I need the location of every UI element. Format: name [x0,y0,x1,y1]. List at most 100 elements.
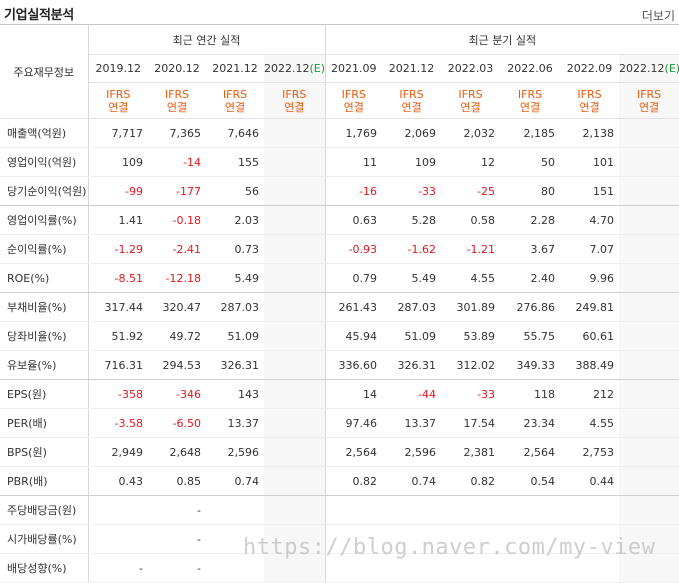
financial-table: 주요재무정보 최근 연간 실적 최근 분기 실적 2019.12 2020.12 2021… [0,24,679,583]
standard-consolidated: 연결 [519,100,541,114]
value-cell: 301.89 [441,292,501,322]
value-cell [264,466,326,496]
more-link[interactable]: 더보기 [641,9,675,23]
value-cell: 2.03 [206,205,264,235]
group-annual: 최근 연간 실적 [88,24,326,55]
value-cell: 55.75 [500,321,561,351]
value-cell [619,234,679,264]
period-header: 2021.09 [325,54,383,83]
value-cell: 56 [206,176,264,206]
value-cell: 0.74 [206,466,264,496]
table-row: ROE(%) -8.51 -12.18 5.49 0.79 5.49 4.55 2.40 9.9… [0,263,679,293]
value-cell: 1.41 [88,205,148,235]
value-cell: 5.28 [382,205,442,235]
period-header: 2022.03 [441,54,501,83]
value-cell: 0.79 [325,263,383,293]
standard-consolidated: 연결 [579,100,600,114]
value-cell: 261.43 [325,292,383,322]
value-cell [264,379,326,409]
value-cell: 276.86 [500,292,561,322]
value-cell: 143 [206,379,264,409]
value-cell: 11 [325,147,383,177]
standard-consolidated: 연결 [224,100,246,114]
value-cell: 12 [441,147,501,177]
standard-ifrs: IFRS [399,87,424,101]
value-cell: 60.61 [560,321,620,351]
value-cell: 2,381 [441,437,501,467]
value-cell: 312.02 [441,350,501,380]
value-cell [264,350,326,380]
table-row: 순이익률(%) -1.29 -2.41 0.73 -0.93 -1.62 -1.21 3.67… [0,234,679,264]
value-cell: -16 [325,176,383,206]
value-cell: 0.63 [325,205,383,235]
value-cell: 2,648 [148,437,206,467]
value-cell [264,524,326,554]
row-header-label: 주요재무정보 [0,24,89,119]
table-row: BPS(원) 2,949 2,648 2,596 2,564 2,596 2,381 2,56… [0,437,679,467]
standard-consolidated: 연결 [284,100,305,114]
value-cell: -2.41 [148,234,206,264]
value-cell: 5.49 [382,263,442,293]
standard-ifrs: IFRS [222,87,248,101]
value-cell: -44 [382,379,442,409]
table-row: 주당배당금(원) - [0,495,679,525]
value-cell [206,524,264,554]
value-cell: -358 [88,379,148,409]
value-cell: 2,564 [325,437,383,467]
value-cell: 0.73 [206,234,264,264]
period-header: 2022.12(E) [264,54,326,83]
value-cell [619,466,679,496]
row-label: 배당성향(%) [0,553,89,583]
value-cell [619,321,679,351]
table-row: 영업이익(억원) 109 -14 155 11 109 12 50 101 [0,147,679,177]
standard-consolidated: 연결 [166,100,188,114]
value-cell: 51.09 [206,321,264,351]
value-cell [619,408,679,438]
value-cell: 155 [206,147,264,177]
value-cell: 2,596 [206,437,264,467]
value-cell [500,553,561,583]
value-cell: 45.94 [325,321,383,351]
value-cell [264,263,326,293]
value-cell: 7,365 [148,118,206,148]
period-header: 2020.12 [148,54,206,83]
standard-ifrs: IFRS [164,87,190,101]
standard-header: IFRS 연결 [619,82,679,119]
watermark-text: https://blog.naver.com/my-view [243,535,656,560]
value-cell: 97.46 [325,408,383,438]
row-label: 영업이익(억원) [0,147,89,177]
row-label: PBR(배) [0,466,89,496]
standard-header: IFRS 연결 [500,82,561,119]
standard-header: IFRS 연결 [560,82,620,119]
value-cell: -3.58 [88,408,148,438]
value-cell: 2,032 [441,118,501,148]
period-header: 2019.12 [88,54,148,83]
value-cell: 4.70 [560,205,620,235]
standard-consolidated: 연결 [638,100,660,114]
standard-ifrs: IFRS [636,87,662,101]
value-cell [206,553,264,583]
value-cell [619,553,679,583]
value-cell [441,495,501,525]
row-label: BPS(원) [0,437,89,467]
standard-ifrs: IFRS [517,87,543,101]
row-label: 주당배당금(원) [0,495,89,525]
standard-ifrs: IFRS [341,87,366,101]
value-cell [264,176,326,206]
standard-header: IFRS 연결 [441,82,501,119]
value-cell [382,553,442,583]
value-cell: 1,769 [325,118,383,148]
table-row: PBR(배) 0.43 0.85 0.74 0.82 0.74 0.82 0.54 0.44 [0,466,679,496]
value-cell [325,495,383,525]
value-cell [619,147,679,177]
value-cell: 7,646 [206,118,264,148]
value-cell: 0.54 [500,466,561,496]
value-cell: -12.18 [148,263,206,293]
value-cell: 151 [560,176,620,206]
value-cell [264,408,326,438]
value-cell: 4.55 [441,263,501,293]
table-row: 매출액(억원) 7,717 7,365 7,646 1,769 2,069 2,032 2,1… [0,118,679,148]
value-cell: 0.43 [88,466,148,496]
value-cell [264,553,326,583]
value-cell [441,553,501,583]
